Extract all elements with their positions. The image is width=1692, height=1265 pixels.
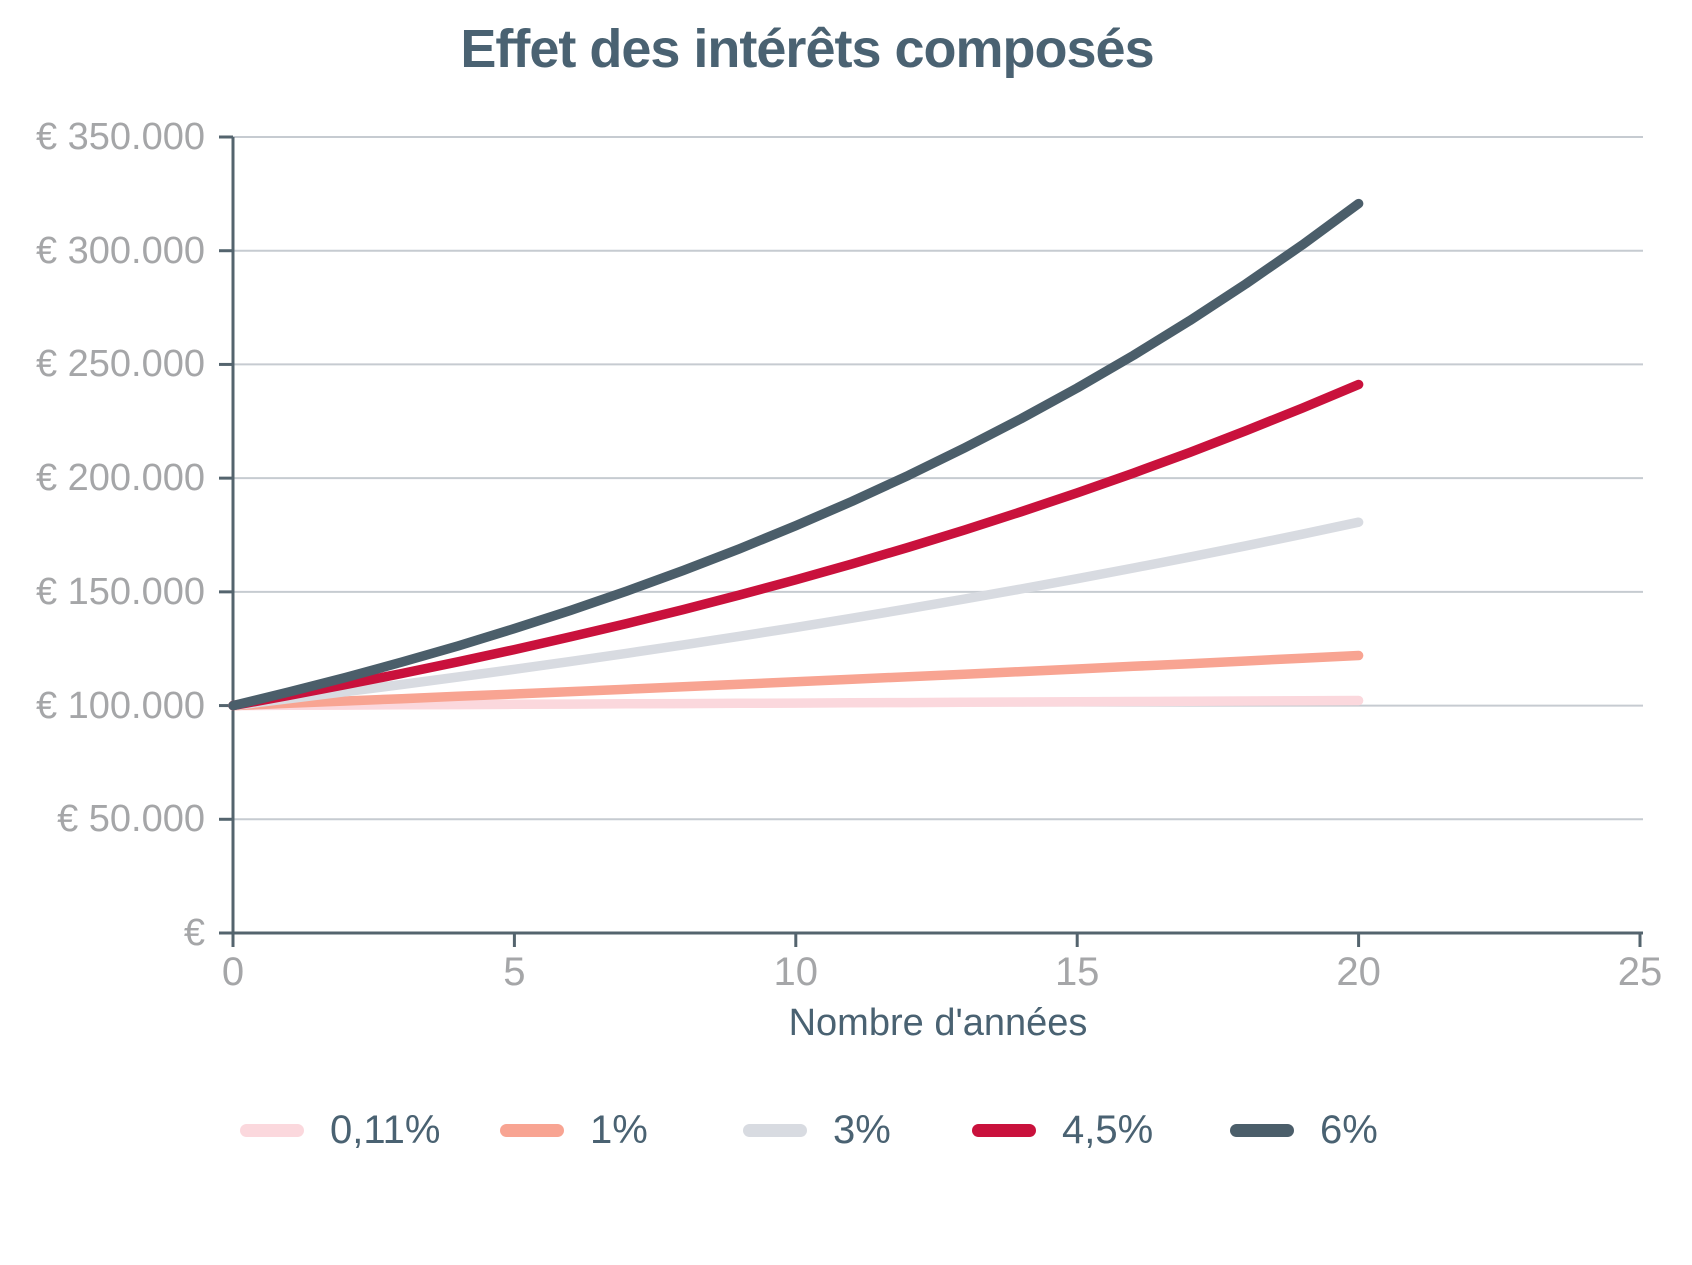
legend-label: 3%: [833, 1108, 891, 1152]
x-tick-label: 25: [1617, 950, 1663, 994]
legend-label: 1%: [590, 1108, 648, 1152]
legend-label: 0,11%: [330, 1108, 441, 1152]
x-tick-label: 20: [1336, 950, 1381, 994]
y-tick-label: €: [183, 912, 205, 954]
chart-legend: 0,11% 1% 3% 4,5% 6%: [0, 1106, 1692, 1154]
legend-item-1%: 1%: [500, 1106, 648, 1154]
x-tick-label: 0: [221, 950, 245, 994]
y-tick-label: € 300.000: [35, 229, 205, 272]
legend-label: 4,5%: [1062, 1108, 1154, 1152]
chart-title: Effet des intérêts composés: [460, 19, 1154, 79]
legend-swatch-icon: [240, 1123, 304, 1137]
y-tick-label: € 50.000: [57, 798, 205, 841]
y-tick-label: € 350.000: [35, 116, 205, 158]
x-tick-label: 10: [773, 950, 819, 994]
y-tick-label: € 200.000: [35, 457, 205, 500]
legend-swatch-icon: [500, 1123, 564, 1137]
legend-label: 6%: [1320, 1108, 1378, 1152]
series-line-0,11%: [228, 695, 1364, 711]
legend-swatch-icon: [743, 1123, 807, 1137]
legend-item-0,11%: 0,11%: [240, 1106, 440, 1154]
legend-swatch-icon: [1230, 1123, 1294, 1137]
y-tick-label: € 100.000: [35, 684, 205, 727]
x-axis-title: Nombre d'années: [788, 1002, 1088, 1044]
legend-item-4,5%: 4,5%: [972, 1106, 1153, 1154]
legend-item-3%: 3%: [743, 1106, 891, 1154]
legend-item-6%: 6%: [1230, 1106, 1378, 1154]
series-line-1%: [228, 650, 1364, 711]
x-tick-label: 15: [1054, 950, 1100, 994]
series-line-6%: [228, 198, 1364, 711]
y-tick-label: € 250.000: [35, 343, 205, 386]
series-line-4,5%: [228, 379, 1364, 711]
series-line-3%: [228, 517, 1364, 711]
x-tick-label: 5: [503, 950, 526, 994]
legend-swatch-icon: [972, 1123, 1036, 1137]
y-tick-label: € 150.000: [35, 570, 205, 613]
